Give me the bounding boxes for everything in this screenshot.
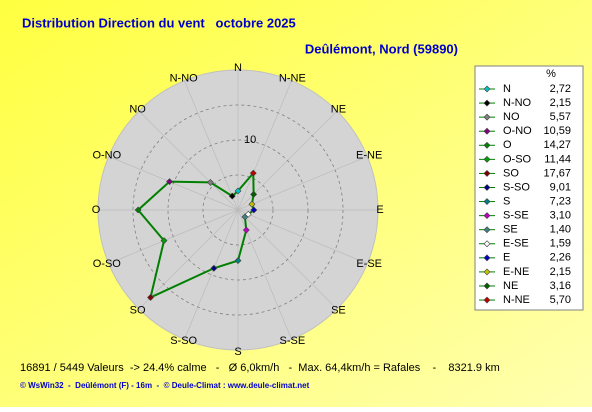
legend-value: 1,40 xyxy=(550,224,571,236)
legend-marker xyxy=(483,155,491,163)
credits: © WsWin32 - Deûlémont (F) - 16m - © Deul… xyxy=(20,381,310,390)
legend-value: 2,15 xyxy=(550,97,571,109)
data-point xyxy=(228,192,236,200)
footer: 16891 / 5449 Valeurs -> 24.4% calme - Ø … xyxy=(20,362,500,374)
direction-label: E-NE xyxy=(356,150,382,162)
direction-label: N xyxy=(234,62,242,74)
legend-marker xyxy=(483,282,491,290)
legend-label: O xyxy=(503,139,512,151)
legend-marker xyxy=(483,99,491,107)
direction-label: SO xyxy=(130,304,146,316)
legend-value: 2,72 xyxy=(550,83,571,95)
legend-marker xyxy=(483,198,491,205)
chart-subtitle: Deûlémont, Nord (59890) xyxy=(305,41,458,56)
data-point xyxy=(244,210,252,218)
data-point xyxy=(166,178,173,186)
direction-label: N-NE xyxy=(279,73,306,85)
direction-label: O xyxy=(92,204,101,216)
legend-value: 2,26 xyxy=(550,252,571,264)
legend-header: % xyxy=(546,68,556,80)
direction-label: S xyxy=(234,346,241,358)
legend-label: NO xyxy=(503,111,520,123)
legend-label: NE xyxy=(503,280,518,292)
legend-value: 5,70 xyxy=(550,294,571,306)
legend-label: O-NO xyxy=(503,125,532,137)
legend-marker xyxy=(483,141,491,149)
spoke xyxy=(237,209,368,264)
legend-value: 2,15 xyxy=(550,266,571,278)
legend-value: 14,27 xyxy=(543,139,571,151)
legend-label: O-SO xyxy=(503,153,532,165)
data-point xyxy=(250,206,258,214)
legend-label: S-SO xyxy=(503,181,530,193)
legend-label: N-NO xyxy=(503,97,532,109)
legend-value: 3,16 xyxy=(550,280,571,292)
direction-label: E-SE xyxy=(356,258,382,270)
legend-marker xyxy=(483,226,491,234)
legend-marker xyxy=(483,296,491,304)
legend-marker xyxy=(483,184,491,191)
legend-marker xyxy=(483,127,491,135)
legend-marker xyxy=(483,268,491,276)
direction-label: E xyxy=(376,204,383,216)
data-point xyxy=(207,179,214,186)
legend-label: E-SE xyxy=(503,238,529,250)
direction-label: S-SE xyxy=(279,335,305,347)
chart-title: Distribution Direction du vent octobre 2… xyxy=(22,15,296,30)
grid-ring xyxy=(167,139,309,281)
data-point xyxy=(147,294,154,301)
spoke xyxy=(138,110,239,211)
legend-value: 7,23 xyxy=(550,195,571,207)
direction-label: O-NO xyxy=(92,150,121,162)
legend-value: 3,10 xyxy=(550,210,571,222)
legend-value: 17,67 xyxy=(543,167,571,179)
legend-label: S-SE xyxy=(503,210,529,222)
direction-label: NO xyxy=(129,103,146,115)
direction-label: S-SO xyxy=(170,335,197,347)
data-point xyxy=(234,187,242,195)
data-point xyxy=(248,200,256,208)
legend-label: SE xyxy=(503,224,518,236)
legend-value: 11,44 xyxy=(544,153,571,165)
legend-marker xyxy=(483,240,491,248)
legend-label: SO xyxy=(503,167,519,179)
data-point xyxy=(249,169,257,177)
legend-value: 9,01 xyxy=(550,181,571,193)
direction-label: SE xyxy=(331,304,346,316)
r-tick-label: 10 xyxy=(244,134,256,146)
legend-label: E xyxy=(503,252,510,264)
spoke xyxy=(237,156,368,211)
grid-ring xyxy=(132,104,344,316)
grid-ring xyxy=(202,174,274,246)
legend-value: 10,59 xyxy=(543,125,571,137)
data-point xyxy=(250,190,258,198)
legend-label: E-NE xyxy=(503,266,529,278)
legend-marker xyxy=(483,85,491,93)
data-point xyxy=(210,264,218,272)
legend-label: S xyxy=(503,195,510,207)
data-point xyxy=(160,237,168,245)
data-point xyxy=(242,226,250,234)
legend-value: 5,57 xyxy=(550,111,571,123)
legend-marker xyxy=(483,169,491,177)
legend-value: 1,59 xyxy=(550,238,571,250)
direction-label: O-SO xyxy=(93,258,122,270)
legend-box xyxy=(474,65,584,311)
spoke xyxy=(184,209,239,340)
legend-marker xyxy=(483,113,491,121)
data-point xyxy=(234,257,242,265)
direction-label: NE xyxy=(331,103,346,115)
legend-label: N xyxy=(503,83,511,95)
data-point xyxy=(134,206,142,214)
legend-label: N-NE xyxy=(503,294,530,306)
legend-marker xyxy=(483,212,491,220)
direction-label: N-NO xyxy=(170,73,199,85)
legend-marker xyxy=(483,254,491,262)
